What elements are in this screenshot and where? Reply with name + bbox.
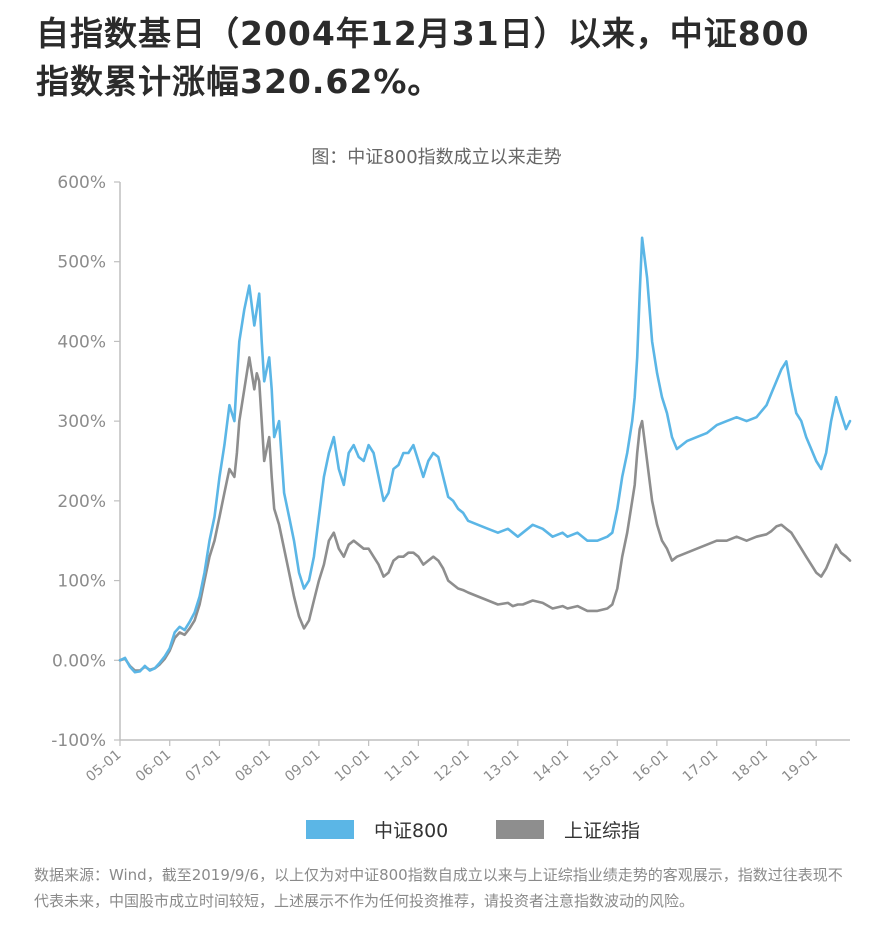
- x-tick-label: 19-01: [779, 747, 820, 785]
- x-tick-label: 08-01: [232, 747, 273, 785]
- legend-label-csi800: 中证800: [374, 819, 449, 842]
- x-tick-label: 18-01: [730, 747, 771, 785]
- x-tick-label: 06-01: [133, 747, 174, 785]
- legend: 中证800 上证综指: [0, 814, 873, 844]
- x-tick-label: 10-01: [332, 747, 373, 785]
- x-tick-label: 17-01: [680, 747, 721, 785]
- y-tick-label: 500%: [57, 253, 106, 273]
- x-tick-label: 14-01: [531, 747, 572, 785]
- legend-label-sse: 上证综指: [564, 819, 641, 842]
- x-tick-label: 09-01: [282, 747, 323, 785]
- y-axis: -100% 0.00% 100% 200% 300% 400% 500% 600%: [51, 173, 121, 751]
- x-tick-label: 07-01: [183, 747, 224, 785]
- line-chart: -100% 0.00% 100% 200% 300% 400% 500% 600% 05-01…: [51, 173, 852, 785]
- y-tick-label: 400%: [57, 332, 106, 352]
- x-axis: 05-01 06-01 07-01 08-01 09-01 10-01 11-01 12-01…: [83, 739, 850, 785]
- x-tick-label: 13-01: [481, 747, 522, 785]
- y-tick-label: -100%: [51, 731, 106, 751]
- y-tick-label: 0.00%: [52, 651, 106, 671]
- legend-item-csi800: 中证800: [306, 814, 448, 844]
- x-tick-label: 05-01: [83, 747, 124, 785]
- x-tick-label: 16-01: [630, 747, 671, 785]
- chart-title: 图：中证800指数成立以来走势: [311, 147, 562, 168]
- x-tick-label: 15-01: [580, 747, 621, 785]
- series-lines: [118, 236, 852, 674]
- y-tick-label: 100%: [57, 572, 106, 592]
- x-tick-label: 11-01: [381, 747, 422, 785]
- headline: 自指数基日（2004年12月31日）以来，中证800 指数累计涨幅320.62%…: [36, 10, 856, 106]
- source-note: 数据来源：Wind，截至2019/9/6，以上仅为对中证800指数自成立以来与上…: [34, 866, 843, 910]
- legend-swatch-csi800: [306, 819, 354, 839]
- x-tick-label: 12-01: [431, 747, 472, 785]
- legend-swatch-sse: [496, 819, 544, 839]
- headline-line-1: 自指数基日（2004年12月31日）以来，中证800: [36, 14, 810, 53]
- headline-line-2: 指数累计涨幅320.62%。: [36, 62, 442, 101]
- y-tick-label: 200%: [57, 492, 106, 512]
- series-line-sse: [118, 356, 852, 672]
- y-tick-label: 300%: [57, 412, 106, 432]
- y-tick-label: 600%: [57, 173, 106, 193]
- legend-item-sse: 上证综指: [496, 814, 640, 844]
- series-line-csi800: [118, 236, 852, 674]
